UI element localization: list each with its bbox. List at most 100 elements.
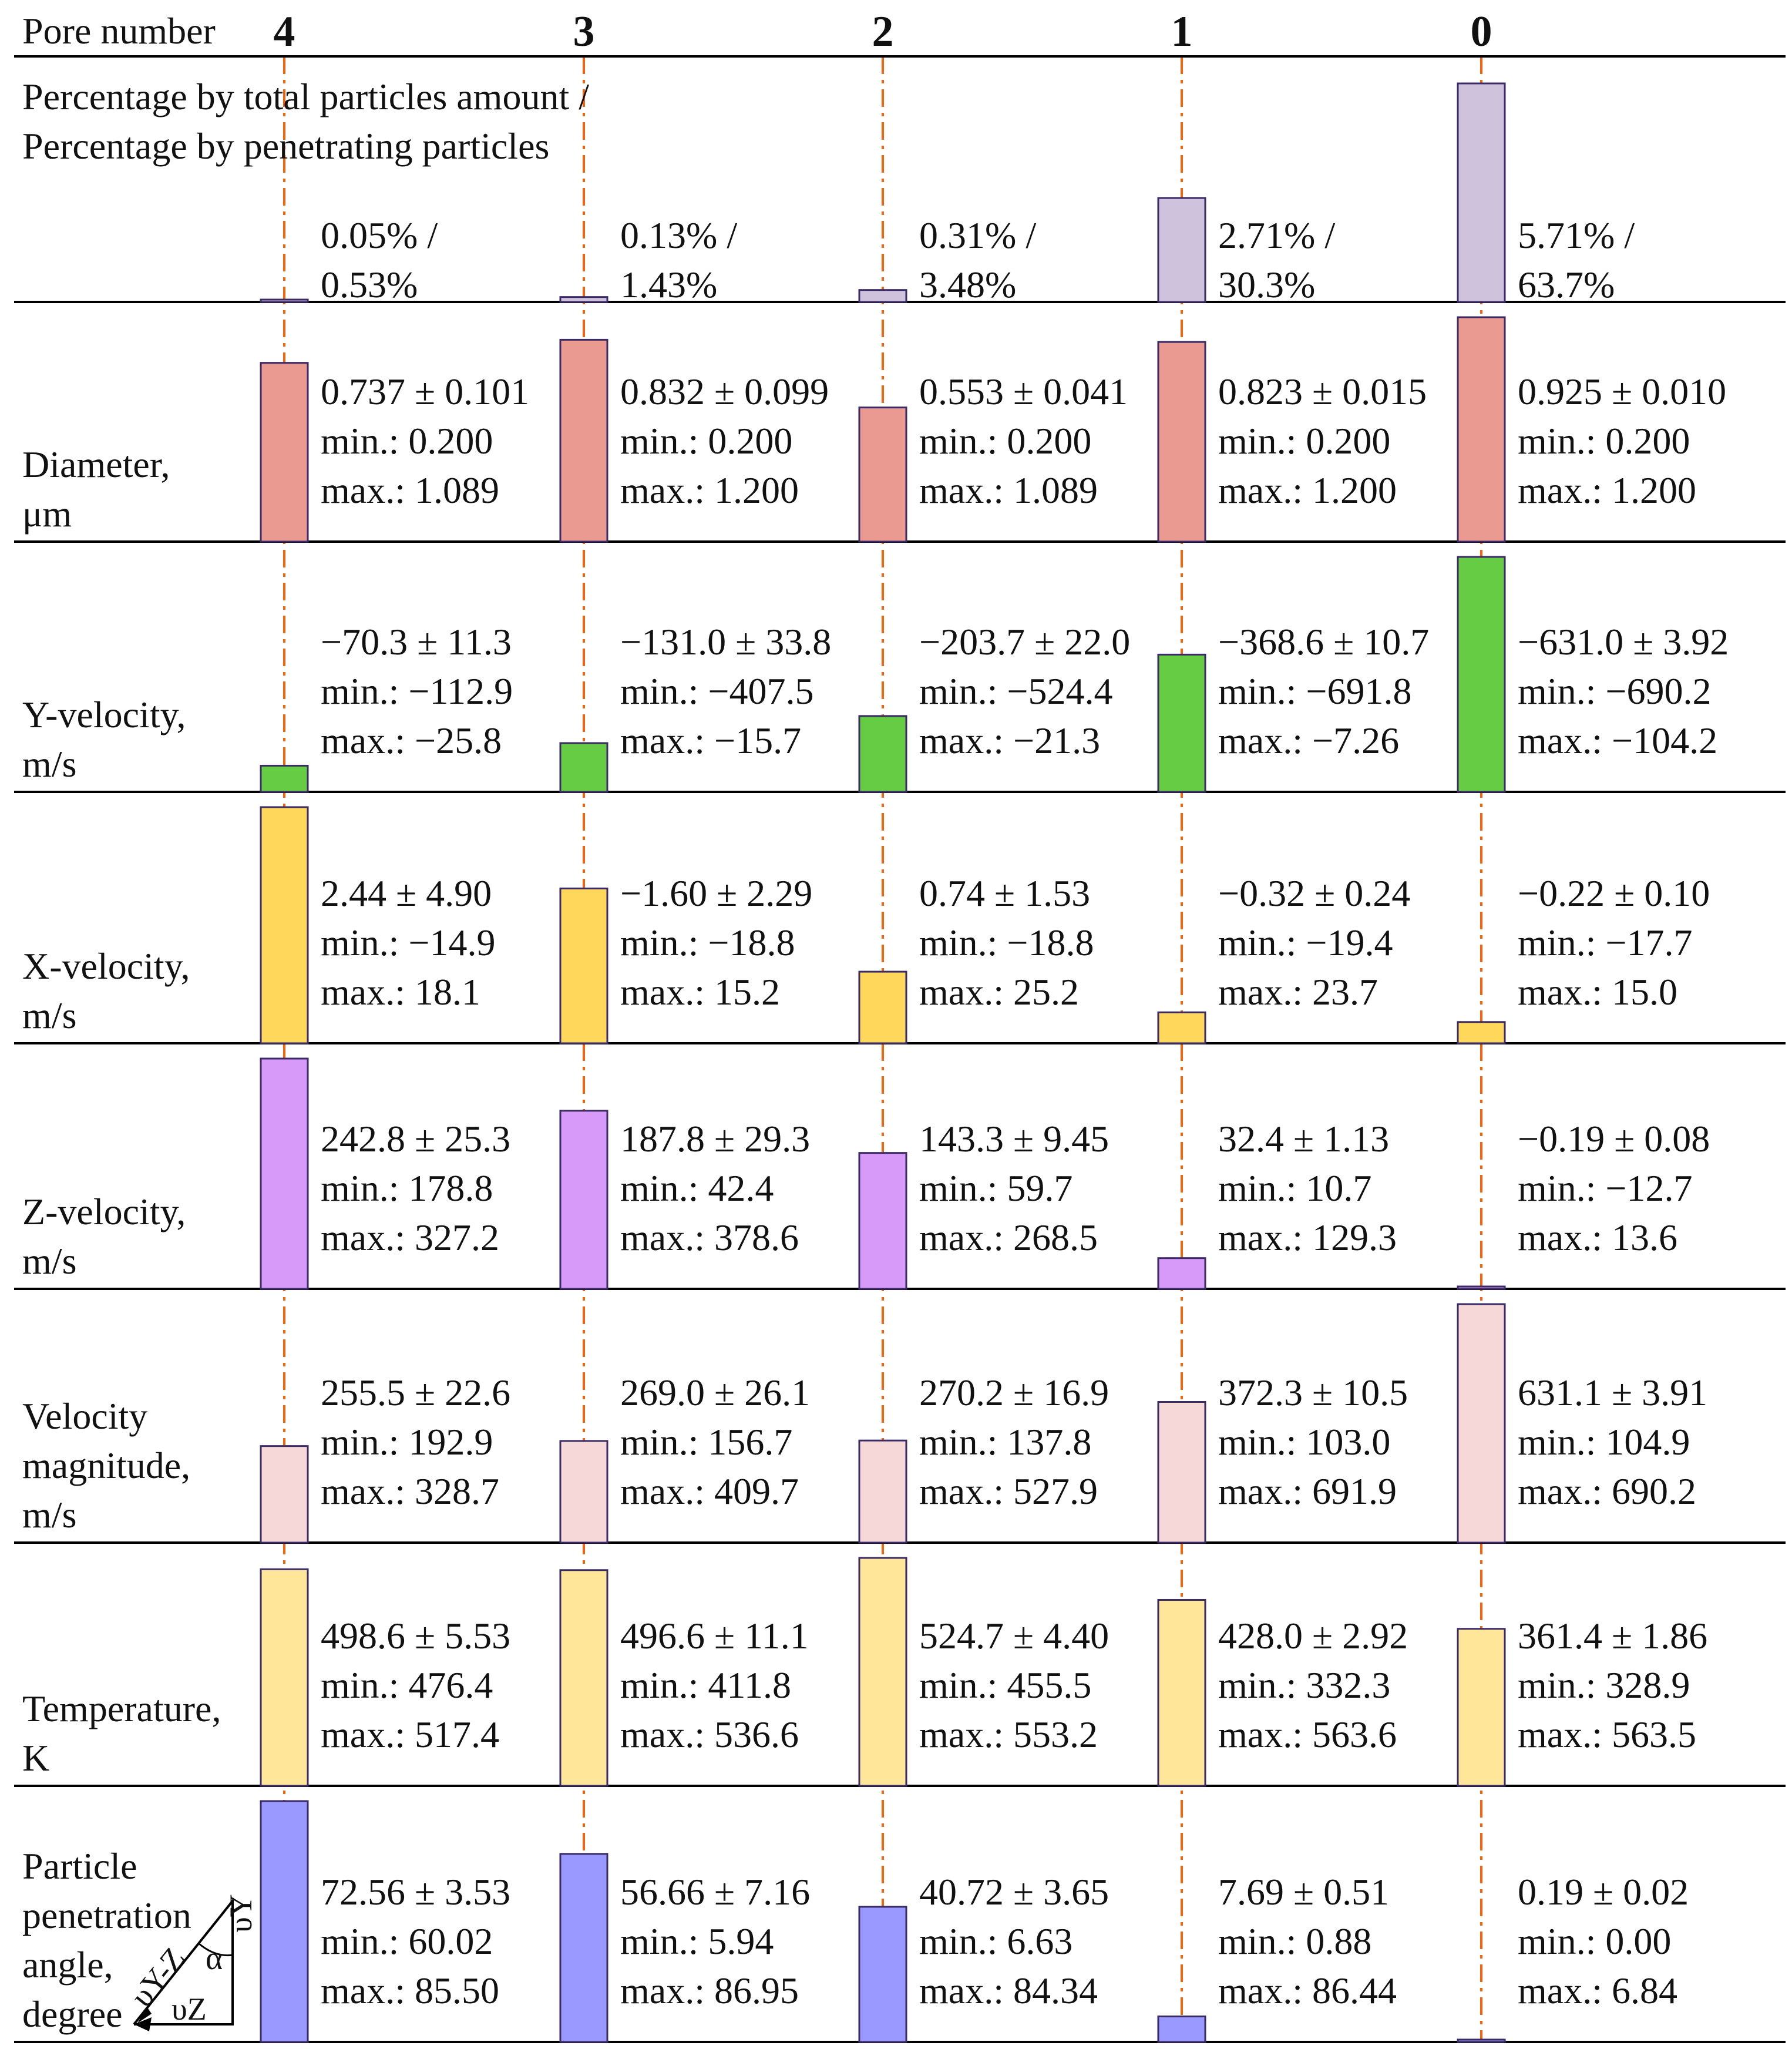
data-label: max.: 563.6 <box>1218 1714 1397 1755</box>
bar <box>260 1568 309 1787</box>
data-label: min.: 0.00 <box>1518 1920 1671 1962</box>
data-label: 2.44 ± 4.90 <box>321 872 492 914</box>
data-label: 40.72 ± 3.65 <box>919 1871 1109 1913</box>
data-label: max.: 527.9 <box>919 1470 1098 1512</box>
bar <box>858 1152 907 1290</box>
bar <box>559 1853 608 2043</box>
data-label: 0.31% / <box>919 214 1036 256</box>
data-label: min.: 0.200 <box>919 420 1091 462</box>
data-label: 2.71% / <box>1218 214 1335 256</box>
data-label: max.: 536.6 <box>620 1714 799 1755</box>
chart-row-percentage: Percentage by total particles amount / Pe… <box>22 76 1635 305</box>
data-label: max.: −104.2 <box>1518 720 1717 761</box>
data-label: max.: 1.200 <box>620 469 799 511</box>
data-label: max.: 517.4 <box>321 1714 499 1755</box>
row-label: K <box>22 1737 49 1779</box>
bar <box>858 289 907 303</box>
data-label: min.: 104.9 <box>1518 1421 1690 1463</box>
bar <box>1157 2016 1206 2043</box>
data-label: 1.43% <box>620 264 717 305</box>
data-label: max.: 409.7 <box>620 1470 799 1512</box>
data-label: min.: 137.8 <box>919 1421 1091 1463</box>
bar <box>559 296 608 303</box>
data-label: max.: 86.44 <box>1218 1970 1397 2011</box>
data-label: max.: 13.6 <box>1518 1217 1677 1258</box>
data-label: max.: 553.2 <box>919 1714 1098 1755</box>
data-label: max.: 18.1 <box>321 971 480 1013</box>
row-label: Diameter, <box>22 444 170 485</box>
data-label: max.: 15.2 <box>620 971 780 1013</box>
bar <box>260 298 309 303</box>
data-label: 0.13% / <box>620 214 737 256</box>
pore-header: Pore number 4 3 2 1 0 <box>22 8 1492 56</box>
data-label: min.: 455.5 <box>919 1664 1091 1706</box>
data-label: min.: 6.63 <box>919 1920 1072 1962</box>
bar <box>559 1569 608 1787</box>
bar <box>1157 197 1206 303</box>
chart-row-x_velocity: X-velocity, m/s 2.44 ± 4.90 min.: −14.9 max.… <box>22 806 1710 1044</box>
row-label: m/s <box>22 743 76 785</box>
data-label: max.: 84.34 <box>919 1970 1098 2011</box>
bar <box>1457 316 1506 543</box>
data-label: 498.6 ± 5.53 <box>321 1615 510 1657</box>
bar <box>1457 1628 1506 1787</box>
data-label: min.: 328.9 <box>1518 1664 1690 1706</box>
bar <box>1157 341 1206 543</box>
data-label: −203.7 ± 22.0 <box>919 621 1130 663</box>
row-label: Temperature, <box>22 1688 221 1729</box>
data-label: min.: 156.7 <box>620 1421 792 1463</box>
data-label: min.: −112.9 <box>321 670 513 712</box>
row-label: m/s <box>22 995 76 1036</box>
velocity-triangle <box>133 1897 234 2026</box>
data-label: min.: −18.8 <box>620 922 795 963</box>
data-label: max.: 1.089 <box>919 469 1098 511</box>
data-label: max.: 1.089 <box>321 469 499 511</box>
data-label: −1.60 ± 2.29 <box>620 872 812 914</box>
data-label: min.: 0.88 <box>1218 1920 1371 1962</box>
data-label: min.: −14.9 <box>321 922 495 963</box>
pore-number: 3 <box>573 8 595 56</box>
data-label: −368.6 ± 10.7 <box>1218 621 1429 663</box>
data-label: 372.3 ± 10.5 <box>1218 1372 1408 1413</box>
data-label: min.: −407.5 <box>620 670 813 712</box>
data-label: 72.56 ± 3.53 <box>321 1871 510 1913</box>
row-label: Particle <box>22 1845 137 1887</box>
row-label: Percentage by penetrating particles <box>22 125 549 167</box>
data-label: max.: 129.3 <box>1218 1217 1397 1258</box>
data-label: min.: −17.7 <box>1518 922 1692 963</box>
row-label: magnitude, <box>22 1445 190 1486</box>
bar <box>858 1557 907 1787</box>
bar <box>559 887 608 1044</box>
bar <box>1457 2038 1506 2043</box>
bar <box>1157 1011 1206 1044</box>
data-label: min.: −19.4 <box>1218 922 1393 963</box>
bar <box>260 806 309 1044</box>
data-label: 5.71% / <box>1518 214 1635 256</box>
data-label: min.: −691.8 <box>1218 670 1411 712</box>
data-label: min.: 103.0 <box>1218 1421 1390 1463</box>
row-label: X-velocity, <box>22 945 190 987</box>
pore-number-label: Pore number <box>22 10 216 52</box>
row-label: Velocity <box>22 1395 147 1437</box>
data-label: 0.823 ± 0.015 <box>1218 371 1427 412</box>
row-label: degree <box>22 1993 123 2035</box>
bar <box>559 338 608 543</box>
data-label: max.: 690.2 <box>1518 1470 1696 1512</box>
bar <box>559 1440 608 1544</box>
bar <box>260 1057 309 1290</box>
data-label: min.: 10.7 <box>1218 1167 1371 1209</box>
bar <box>1157 1257 1206 1290</box>
bar <box>260 764 309 793</box>
data-label: max.: −15.7 <box>620 720 801 761</box>
data-label: 361.4 ± 1.86 <box>1518 1615 1707 1657</box>
data-label: 56.66 ± 7.16 <box>620 1871 810 1913</box>
chart-row-z_velocity: Z-velocity, m/s 242.8 ± 25.3 min.: 178.8 max… <box>22 1057 1710 1290</box>
data-label: max.: 86.95 <box>620 1970 799 2011</box>
data-label: 143.3 ± 9.45 <box>919 1118 1109 1160</box>
data-label: 0.05% / <box>321 214 438 256</box>
data-label: min.: 42.4 <box>620 1167 774 1209</box>
data-label: 0.832 ± 0.099 <box>620 371 829 412</box>
bar <box>260 1445 309 1544</box>
row-label: angle, <box>22 1944 113 1986</box>
bar <box>1157 1599 1206 1787</box>
